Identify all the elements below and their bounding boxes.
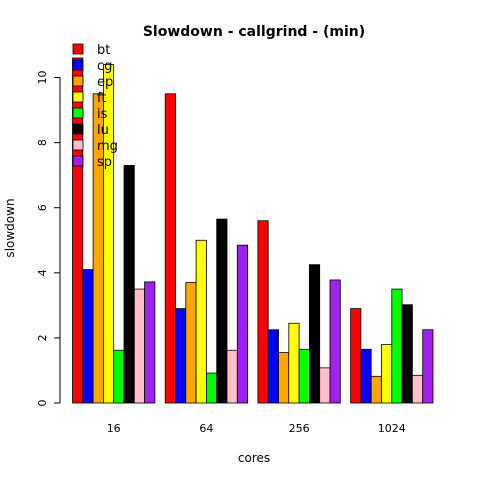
bar-lu-16 xyxy=(123,165,135,404)
bar-is-64 xyxy=(205,372,218,404)
legend-label-lu: lu xyxy=(97,123,109,138)
bar-ep-64 xyxy=(185,282,197,404)
legend-swatch-cg xyxy=(72,59,84,71)
legend-swatch-sp xyxy=(72,155,84,167)
x-tick-label: 64 xyxy=(199,422,213,435)
bar-cg-256 xyxy=(267,329,279,404)
bar-mg-16 xyxy=(133,288,146,404)
bar-mg-64 xyxy=(226,349,238,404)
y-axis-label: slowdown xyxy=(3,198,17,257)
bar-ft-64 xyxy=(195,239,207,404)
y-axis: 0 2 4 6 8 10 xyxy=(36,71,61,407)
x-axis-label: cores xyxy=(238,451,270,465)
legend-label-is: is xyxy=(97,107,108,122)
legend-label-bt: bt xyxy=(97,43,110,58)
bar-cg-64 xyxy=(175,308,187,404)
legend-swatch-ft xyxy=(72,91,84,103)
x-axis: 16 64 256 1024 xyxy=(107,422,406,435)
bar-is-256 xyxy=(298,348,310,404)
bars-group xyxy=(72,57,434,404)
bar-is-16 xyxy=(113,349,125,404)
bar-ft-256 xyxy=(288,322,300,404)
y-tick-label: 2 xyxy=(36,334,49,341)
bar-sp-1024 xyxy=(422,329,434,404)
legend-label-ep: ep xyxy=(97,75,113,90)
bar-sp-16 xyxy=(144,281,156,404)
legend-swatch-bt xyxy=(72,43,84,55)
x-tick-label: 16 xyxy=(107,422,121,435)
bar-lu-256 xyxy=(308,264,321,404)
y-tick-label: 4 xyxy=(36,269,49,276)
bar-mg-1024 xyxy=(411,374,424,404)
legend-swatch-mg xyxy=(72,139,84,151)
legend-swatch-ep xyxy=(72,75,84,87)
bar-sp-256 xyxy=(329,279,341,404)
bar-lu-1024 xyxy=(401,304,413,404)
bar-ep-256 xyxy=(278,352,290,404)
bar-sp-64 xyxy=(236,244,249,404)
x-tick-label: 256 xyxy=(289,422,310,435)
y-tick-label: 6 xyxy=(36,204,49,211)
y-tick-label: 10 xyxy=(36,71,49,85)
chart-title: Slowdown - callgrind - (min) xyxy=(143,24,365,40)
legend-label-mg: mg xyxy=(97,139,118,154)
bar-bt-16 xyxy=(72,57,84,404)
bar-ft-1024 xyxy=(381,344,393,404)
bar-is-1024 xyxy=(391,288,403,404)
bar-cg-1024 xyxy=(360,348,372,404)
legend-label-sp: sp xyxy=(97,155,112,170)
bar-cg-16 xyxy=(82,269,94,404)
bar-bt-64 xyxy=(164,93,176,404)
legend-label-cg: cg xyxy=(97,59,112,74)
x-tick-label: 1024 xyxy=(378,422,406,435)
bar-bt-1024 xyxy=(350,308,362,404)
legend-label-ft: ft xyxy=(97,91,106,106)
bar-ft-16 xyxy=(103,64,115,404)
legend-swatch-lu xyxy=(72,123,84,135)
bar-lu-64 xyxy=(216,218,228,404)
y-tick-label: 0 xyxy=(36,400,49,407)
bar-mg-256 xyxy=(319,367,331,404)
bar-bt-256 xyxy=(257,220,269,404)
legend-swatch-is xyxy=(72,107,84,119)
bar-ep-1024 xyxy=(370,375,382,404)
y-tick-label: 8 xyxy=(36,139,49,146)
